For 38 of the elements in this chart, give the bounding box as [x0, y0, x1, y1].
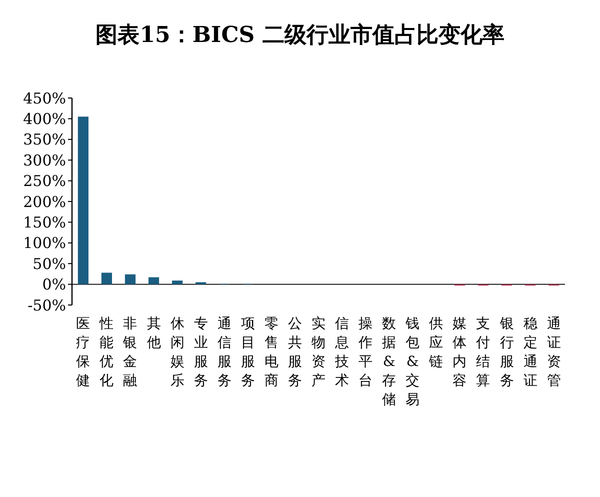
y-tick-label: 300% — [23, 151, 66, 170]
y-tick-label: 400% — [23, 110, 66, 128]
x-tick-label: 非银金融 — [122, 316, 138, 389]
y-tick-label: 250% — [23, 172, 66, 190]
bar — [124, 274, 136, 284]
bar — [78, 116, 88, 284]
x-tick-label: 专业服务 — [194, 316, 208, 389]
bar — [148, 277, 160, 284]
x-tick-label: 公共服务 — [288, 316, 302, 389]
x-tick-label: 休闲娱乐 — [170, 316, 184, 389]
x-tick-label: 钱包&交易 — [404, 316, 420, 408]
y-tick-label: 50% — [32, 254, 66, 273]
y-tick-label: 150% — [23, 213, 66, 232]
x-tick-label: 稳定通证 — [523, 316, 538, 389]
x-tick-label: 操作平台 — [358, 316, 373, 389]
y-tick-label: -50% — [28, 296, 66, 314]
y-tick-label: 200% — [23, 192, 66, 211]
x-tick-label: 媒体内容 — [452, 316, 467, 389]
x-tick-label: 医疗保健 — [76, 316, 90, 389]
x-tick-label: 通信服务 — [217, 316, 232, 389]
x-tick-label: 供应链 — [428, 316, 444, 370]
x-tick-label: 其他 — [146, 316, 161, 351]
chart-title: 图表15：BICS 二级行业市值占比变化率 — [96, 22, 504, 48]
x-tick-label: 信息技术 — [334, 316, 350, 389]
y-tick-label: 450% — [23, 89, 66, 108]
bar — [101, 272, 112, 284]
y-tick-label: 0% — [42, 276, 66, 294]
x-tick-label: 项目服务 — [240, 316, 255, 389]
x-tick-label: 实物资产 — [312, 316, 326, 389]
y-tick-label: 100% — [23, 234, 66, 252]
x-tick-label: 银行服务 — [498, 316, 514, 389]
x-tick-label: 零售电商 — [264, 316, 278, 389]
x-tick-label: 性能优化 — [98, 316, 114, 389]
x-tick-label: 数据&存储 — [382, 316, 396, 408]
bar — [172, 280, 183, 284]
x-tick-label: 通证资管 — [546, 316, 561, 389]
y-tick-label: 350% — [23, 130, 66, 149]
x-tick-label: 支付结算 — [475, 316, 490, 389]
